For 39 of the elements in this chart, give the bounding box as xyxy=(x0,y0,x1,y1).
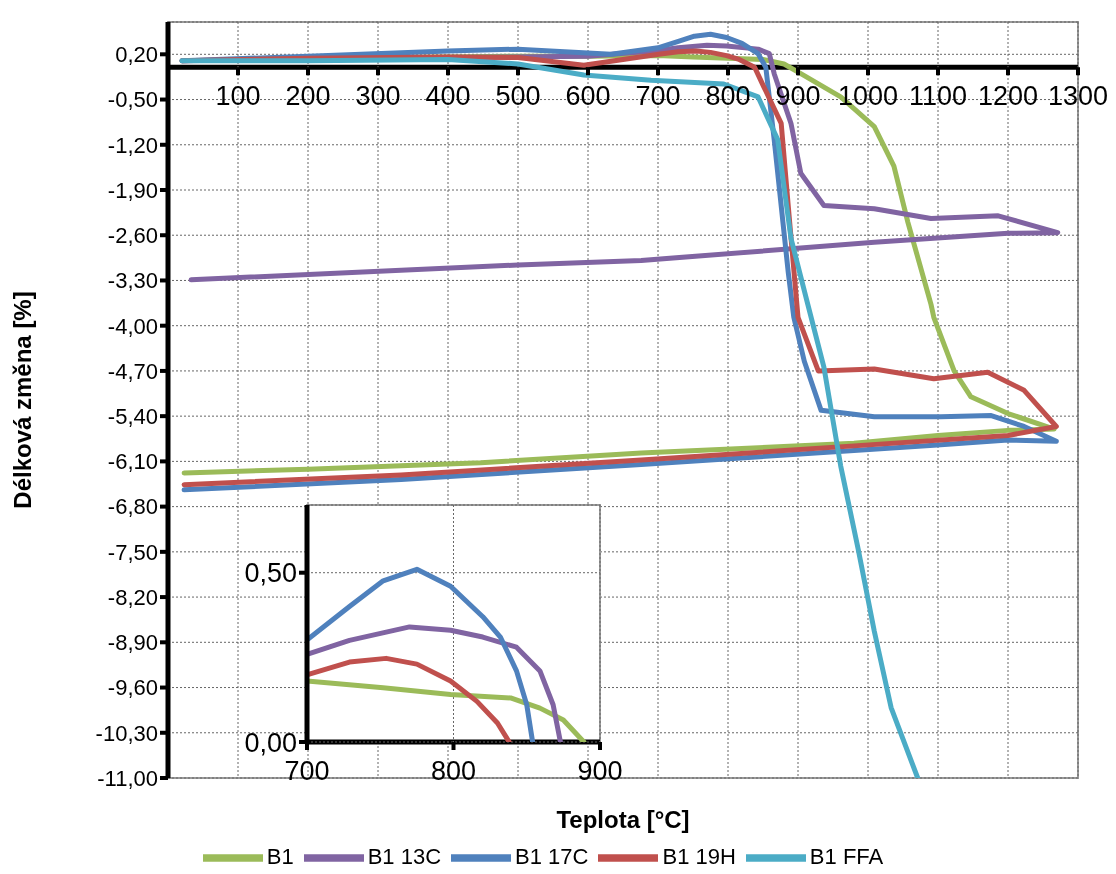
legend-label: B1 xyxy=(266,843,294,869)
x-tick-label: 800 xyxy=(430,756,477,786)
y-tick-label: -10,30 xyxy=(95,720,158,746)
y-tick-label: -7,50 xyxy=(107,539,158,565)
x-tick-label: 300 xyxy=(355,81,401,112)
legend-label: B1 17C xyxy=(515,843,589,869)
x-tick-label: 900 xyxy=(577,756,623,786)
x-tick-label: 700 xyxy=(635,81,681,112)
x-tick-label: 100 xyxy=(215,81,261,112)
x-tick-label: 700 xyxy=(284,756,330,786)
y-tick-label: -8,20 xyxy=(107,584,158,610)
y-tick-label: -1,20 xyxy=(107,132,158,158)
y-tick-label: 0,00 xyxy=(244,727,297,758)
x-tick-label: 200 xyxy=(285,81,331,112)
legend-label: B1 FFA xyxy=(809,843,884,869)
y-tick-label: -0,50 xyxy=(107,87,158,113)
y-tick-label: -4,70 xyxy=(107,358,158,384)
x-tick-label: 400 xyxy=(425,81,471,112)
y-tick-label: -4,00 xyxy=(107,313,158,339)
x-tick-label: 1200 xyxy=(977,81,1039,112)
y-tick-label: -5,40 xyxy=(107,403,158,429)
y-tick-label: 0,50 xyxy=(244,558,297,589)
x-tick-label: 1100 xyxy=(908,81,968,112)
y-tick-label: -6,80 xyxy=(107,494,158,520)
y-axis-title: Délková změna [%] xyxy=(8,291,36,509)
x-tick-label: 1300 xyxy=(1047,81,1109,112)
legend-label: B1 13C xyxy=(367,843,442,869)
y-tick-label: -6,10 xyxy=(107,449,158,475)
y-tick-label: -8,90 xyxy=(107,630,158,656)
y-tick-label: -11,00 xyxy=(97,765,158,791)
x-tick-label: 500 xyxy=(495,81,541,112)
y-tick-label: -2,60 xyxy=(107,223,158,249)
y-tick-label: -3,30 xyxy=(107,268,158,294)
x-tick-label: 600 xyxy=(565,81,611,112)
x-axis-title: Teplota [°C] xyxy=(556,806,690,833)
y-tick-label: 0,20 xyxy=(115,42,158,68)
y-tick-label: -1,90 xyxy=(107,177,158,203)
y-tick-label: -9,60 xyxy=(107,675,158,701)
legend-label: B1 19H xyxy=(662,843,736,869)
